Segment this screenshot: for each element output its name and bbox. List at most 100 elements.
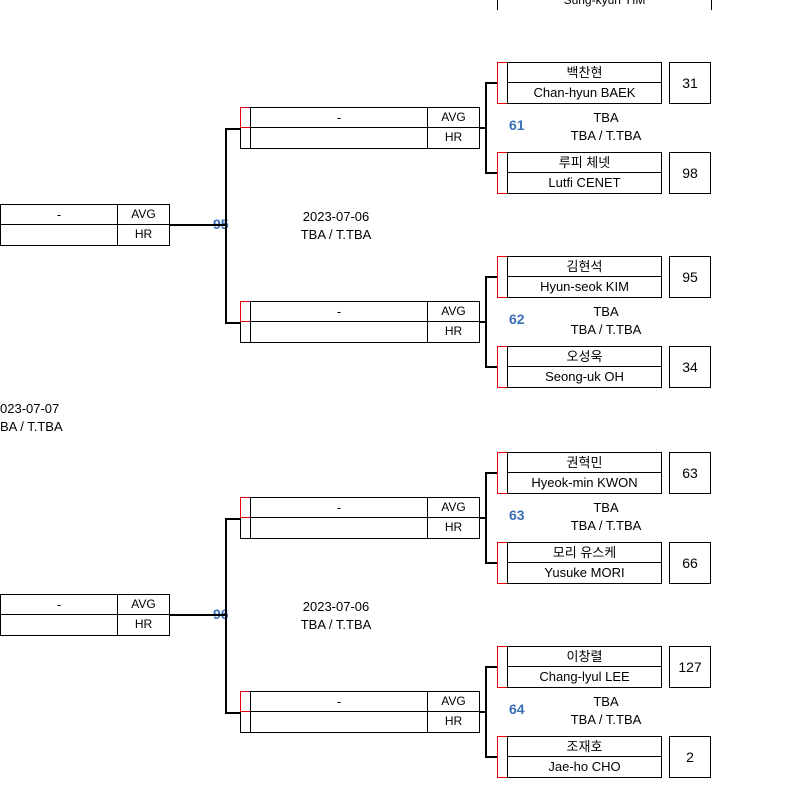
match-info: TBA TBA / T.TBA [541,303,671,339]
seed-tag [497,646,507,688]
bracket-line [170,224,225,226]
player-name-en: Chang-lyul LEE [508,667,661,687]
player-name-ko: 백찬현 [508,63,661,83]
stat-label-avg: AVG [428,497,480,518]
seed-tag [497,256,507,298]
bracket-line [480,321,486,323]
seed-tag [240,712,250,733]
bracket-line [485,276,497,278]
match-number: 63 [509,507,525,523]
player-name-en: Yusuke MORI [508,563,661,583]
seed-tag [497,62,507,104]
player-score: 2 [669,736,711,778]
bracket-line [225,128,240,130]
winner-placeholder: - [250,497,428,518]
player-slot: 권혁민 Hyeok-min KWON 63 [497,452,711,494]
player-names: 오성욱 Seong-uk OH [507,346,662,388]
hr-value [250,322,428,343]
player-slot: 조재호 Jae-ho CHO 2 [497,736,711,778]
match-slot: - AVG HR [240,107,480,149]
hr-value [250,712,428,733]
player-name-en: Sung-kyun YIM [498,0,711,10]
player-score: 34 [669,346,711,388]
bracket-line [485,666,497,668]
stat-label-hr: HR [118,615,170,636]
seed-tag [497,152,507,194]
player-name-en: Jae-ho CHO [508,757,661,777]
seed-tag [240,497,250,518]
match-date: 2023-07-06 [276,208,396,226]
seed-tag [497,346,507,388]
seed-tag [240,691,250,712]
partial-match-info: 023-07-07 BA / T.TBA [0,400,63,436]
player-slot: 루피 체넷 Lutfi CENET 98 [497,152,711,194]
player-name-ko: 권혁민 [508,453,661,473]
hr-value [0,225,118,246]
seed-tag [240,107,250,128]
player-name-ko: 이창렬 [508,647,661,667]
stat-label-avg: AVG [428,691,480,712]
player-name-ko: 모리 유스케 [508,543,661,563]
player-name-ko: 김현석 [508,257,661,277]
match-table: TBA / T.TBA [276,226,396,244]
player-score: 98 [669,152,711,194]
partial-table: BA / T.TBA [0,418,63,436]
player-score: 127 [669,646,711,688]
match-time: TBA [541,693,671,711]
match-info: TBA TBA / T.TBA [541,693,671,729]
winner-placeholder: - [0,204,118,225]
match-info: TBA TBA / T.TBA [541,499,671,535]
player-names: 조재호 Jae-ho CHO [507,736,662,778]
winner-placeholder: - [250,691,428,712]
stat-label-avg: AVG [118,594,170,615]
bracket-line [225,518,240,520]
player-names: 권혁민 Hyeok-min KWON [507,452,662,494]
player-score: 31 [669,62,711,104]
match-table: TBA / T.TBA [541,321,671,339]
bracket-line [225,128,227,323]
stat-label-hr: HR [428,712,480,733]
match-info: 2023-07-06 TBA / T.TBA [276,598,396,634]
bracket-line [480,127,486,129]
player-name-ko: 오성욱 [508,347,661,367]
bracket-line [480,517,486,519]
player-name-ko: 조재호 [508,737,661,757]
match-table: TBA / T.TBA [541,711,671,729]
hr-value [250,518,428,539]
seed-tag [497,736,507,778]
player-name-en: Chan-hyun BAEK [508,83,661,103]
stat-label-hr: HR [428,518,480,539]
player-name-en: Seong-uk OH [508,367,661,387]
player-score: 63 [669,452,711,494]
partial-date: 023-07-07 [0,400,63,418]
player-slot: 이창렬 Chang-lyul LEE 127 [497,646,711,688]
player-names: 모리 유스케 Yusuke MORI [507,542,662,584]
seed-tag [240,322,250,343]
winner-placeholder: - [250,107,428,128]
bracket-line [485,472,497,474]
bracket-line [485,756,497,758]
partial-player-top: Sung-kyun YIM [497,0,712,10]
player-score: 95 [669,256,711,298]
match-slot: - AVG HR [240,301,480,343]
match-slot: - AVG HR [240,497,480,539]
seed-tag [240,128,250,149]
match-date: 2023-07-06 [276,598,396,616]
player-names: 이창렬 Chang-lyul LEE [507,646,662,688]
seed-tag [240,301,250,322]
match-time: TBA [541,109,671,127]
seed-tag [497,542,507,584]
stat-label-hr: HR [118,225,170,246]
bracket-line [485,562,497,564]
hr-value [0,615,118,636]
winner-placeholder: - [0,594,118,615]
bracket-line [225,322,240,324]
player-slot: 김현석 Hyun-seok KIM 95 [497,256,711,298]
stat-label-avg: AVG [118,204,170,225]
bracket-line [170,614,225,616]
player-names: 백찬현 Chan-hyun BAEK [507,62,662,104]
match-number: 64 [509,701,525,717]
player-slot: 모리 유스케 Yusuke MORI 66 [497,542,711,584]
bracket-line [485,82,497,84]
stat-label-hr: HR [428,322,480,343]
